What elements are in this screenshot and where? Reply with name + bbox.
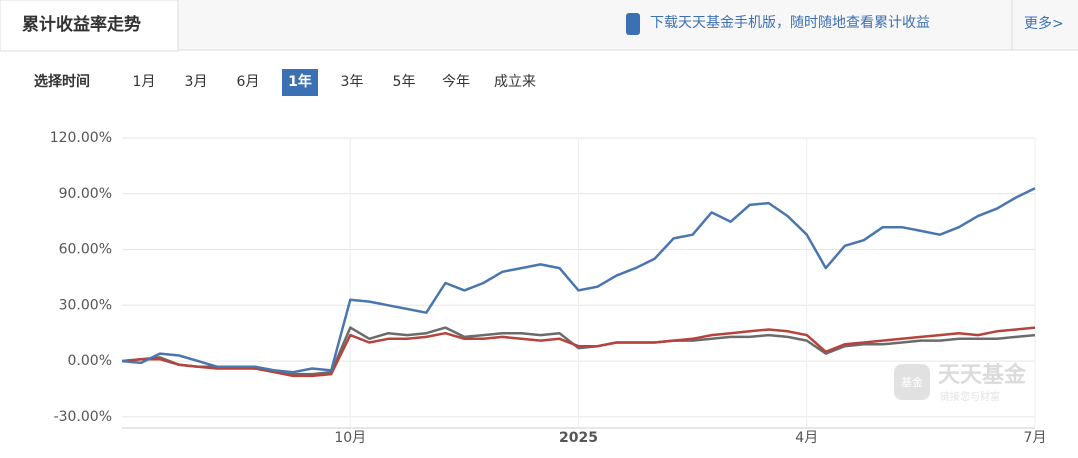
y-tick-label: 60.00% — [59, 242, 112, 258]
header-title: 累计收益率走势 — [22, 14, 141, 35]
x-tick-label: 10月 — [334, 430, 366, 446]
x-tick-label: 4月 — [795, 430, 818, 446]
range-option[interactable]: 3年 — [341, 74, 364, 90]
watermark-slogan: 链接您与财富 — [940, 390, 1000, 403]
series-line — [121, 326, 1036, 378]
series-line — [121, 187, 1036, 374]
header-tab — [0, 0, 179, 52]
phone-icon — [626, 13, 640, 35]
range-option[interactable]: 1年 — [288, 73, 312, 90]
promo-link[interactable]: 下载天天基金手机版，随时随地查看累计收益 — [650, 14, 930, 31]
header-bar — [0, 0, 1078, 50]
range-label: 选择时间 — [34, 73, 90, 90]
range-option[interactable]: 成立来 — [494, 74, 536, 90]
range-option[interactable]: 3月 — [185, 74, 208, 90]
range-option[interactable]: 今年 — [442, 74, 470, 90]
range-option[interactable]: 1月 — [133, 74, 156, 90]
y-tick-label: 30.00% — [59, 297, 112, 313]
range-option-bg — [282, 69, 318, 96]
x-tick-label: 2025 — [559, 430, 598, 446]
y-tick-label: 90.00% — [59, 186, 112, 202]
y-tick-label: 0.00% — [68, 353, 112, 369]
watermark-logo-text: 基金 — [901, 375, 923, 389]
y-tick-label: 120.00% — [50, 130, 112, 146]
more-link[interactable]: 更多> — [1024, 15, 1064, 32]
watermark-name: 天天基金 — [938, 362, 1027, 388]
range-option[interactable]: 6月 — [237, 74, 260, 90]
watermark-logo — [894, 364, 930, 400]
range-option[interactable]: 5年 — [393, 74, 416, 90]
y-tick-label: -30.00% — [54, 409, 112, 425]
x-tick-label: 7月 — [1024, 430, 1047, 446]
